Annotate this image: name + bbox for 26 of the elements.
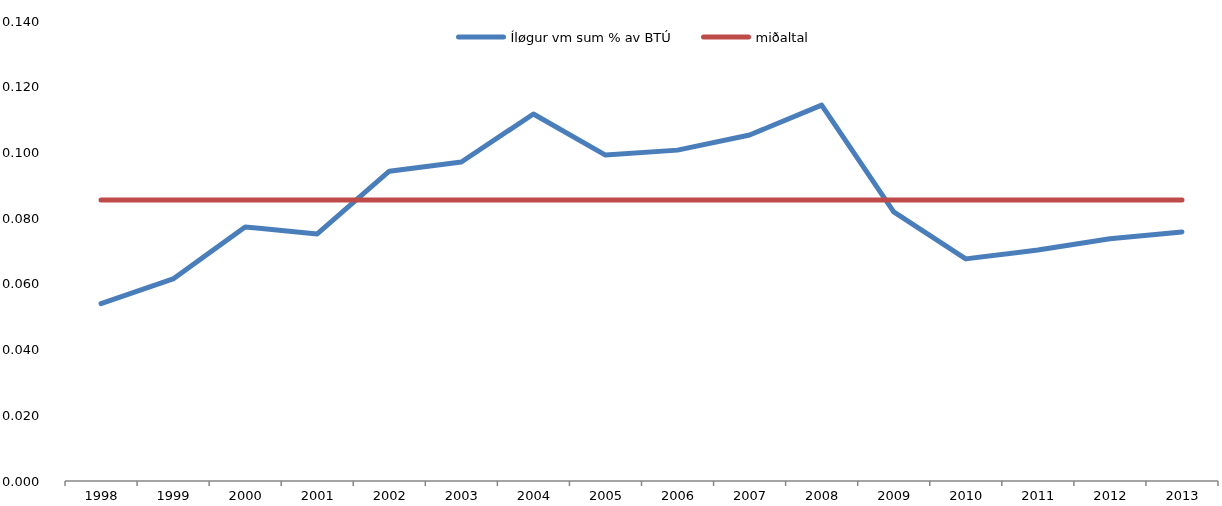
x-tick-label: 1999	[156, 488, 190, 503]
x-tick-label: 2006	[660, 488, 695, 503]
x-tick-label: 2000	[228, 488, 262, 503]
y-tick-label: 0.000	[2, 473, 40, 489]
y-tick-label: 0.060	[2, 276, 40, 292]
x-tick-label: 2007	[733, 488, 767, 503]
x-tick-label: 2013	[1165, 488, 1199, 503]
x-tick-label: 2005	[588, 488, 623, 503]
legend-label: Íløgur vm sum % av BTÚ	[510, 29, 671, 45]
x-tick-label: 2004	[516, 488, 550, 503]
y-tick-label: 0.100	[2, 144, 40, 160]
legend-label: miðaltal	[755, 29, 808, 45]
x-tick-label: 2008	[805, 488, 839, 503]
y-tick-label: 0.120	[2, 79, 40, 95]
x-tick-label: 2011	[1021, 488, 1055, 503]
x-tick-label: 2010	[949, 488, 983, 503]
x-tick-label: 1998	[84, 488, 118, 503]
y-tick-label: 0.140	[2, 13, 40, 29]
x-tick-label: 2002	[372, 488, 406, 503]
x-tick-label: 2012	[1093, 488, 1127, 503]
y-tick-label: 0.020	[2, 407, 40, 423]
y-tick-label: 0.080	[2, 210, 40, 226]
x-tick-label: 2001	[300, 488, 334, 503]
y-tick-label: 0.040	[2, 342, 40, 358]
x-tick-label: 2003	[444, 488, 478, 503]
x-tick-label: 2009	[877, 488, 911, 503]
